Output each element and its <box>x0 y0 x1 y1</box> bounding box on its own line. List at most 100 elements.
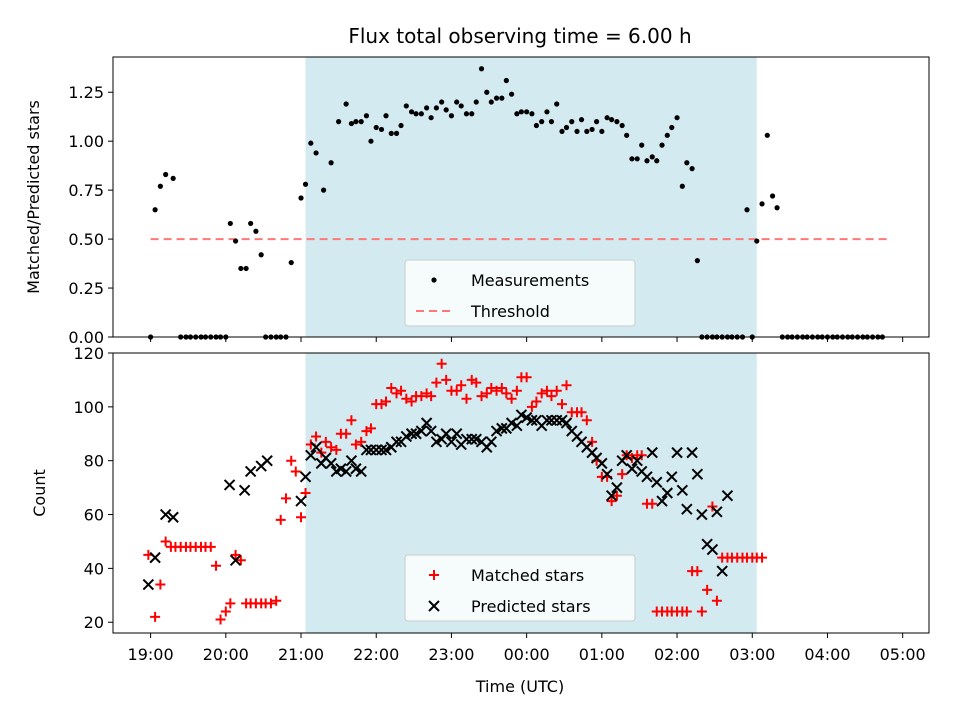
predicted-star-point <box>142 578 155 591</box>
legend-marker-dot <box>431 277 437 283</box>
predicted-star-point <box>466 433 478 445</box>
measurement-point <box>398 122 404 129</box>
predicted-star-point <box>340 465 352 478</box>
measurement-point <box>639 142 645 148</box>
top-x-ticks <box>150 337 904 342</box>
measurement-point <box>649 154 655 160</box>
measurement-point <box>634 156 640 162</box>
matched-star-point <box>501 388 512 399</box>
matched-star-point <box>230 549 241 560</box>
measurement-point <box>393 130 400 136</box>
predicted-star-point <box>415 425 428 437</box>
measurement-point <box>308 140 314 146</box>
matched-star-point <box>426 391 437 402</box>
predicted-star-point <box>691 468 704 480</box>
measurement-point <box>458 103 464 109</box>
predicted-star-point <box>626 463 638 475</box>
matched-star-point <box>225 598 236 609</box>
matched-star-point <box>356 436 367 447</box>
matched-star-point <box>431 377 442 388</box>
x-tick-label: 04:00 <box>804 645 850 664</box>
measurement-point <box>152 207 158 213</box>
measurement-point <box>599 128 605 135</box>
matched-star-point <box>331 444 342 455</box>
measurement-point <box>604 115 610 121</box>
measurement-point <box>524 109 530 115</box>
predicted-star-point <box>620 449 633 462</box>
matched-star-point <box>511 385 522 396</box>
top-y-ticks: 0.00 0.25 0.50 0.75 1.00 1.25 <box>68 83 113 347</box>
bottom-legend: Matched stars Predicted stars <box>404 554 636 622</box>
x-axis-label: Time (UTC) <box>475 677 564 696</box>
measurement-point <box>754 238 760 244</box>
measurement-point <box>454 99 460 105</box>
predicted-star-point <box>355 465 367 478</box>
predicted-star-point <box>295 495 307 507</box>
matched-star-point <box>456 380 467 391</box>
top-panel: 0.00 0.25 0.50 0.75 1.00 1.25 Matched/Predict… <box>24 56 930 347</box>
measurement-point <box>433 105 439 111</box>
measurement-point <box>418 111 424 117</box>
matched-star-point <box>461 393 472 404</box>
measurement-point <box>614 119 620 125</box>
measurement-point <box>584 128 590 135</box>
predicted-star-point <box>167 511 179 523</box>
matched-star-point <box>696 606 707 617</box>
matched-star-point <box>551 385 562 396</box>
top-plot-frame <box>112 56 930 338</box>
y-tick-label: 0.50 <box>68 230 104 249</box>
y-tick-label: 0.25 <box>68 279 104 298</box>
matched-star-point <box>396 385 407 396</box>
matched-star-point <box>711 595 722 606</box>
predicted-star-point <box>601 468 613 480</box>
x-tick-label: 03:00 <box>729 645 775 664</box>
predicted-star-point <box>661 487 673 499</box>
matched-star-point <box>341 428 352 439</box>
x-tick-label: 05:00 <box>880 645 926 664</box>
predicted-star-point <box>445 436 458 448</box>
measurement-point <box>609 117 615 123</box>
measurement-point <box>518 109 524 115</box>
predicted-star-point <box>360 444 373 456</box>
predicted-star-point <box>631 454 643 467</box>
measurement-point <box>424 105 430 111</box>
measurement-point <box>578 117 585 123</box>
matched-star-point <box>265 598 276 609</box>
bottom-y-axis-label: Count <box>30 469 49 517</box>
measurement-point <box>478 66 485 72</box>
measurement-point <box>654 158 660 164</box>
matched-star-point <box>150 611 161 622</box>
matched-star-point <box>381 396 392 407</box>
predicted-star-point <box>405 428 418 440</box>
matched-star-point <box>286 455 297 466</box>
predicted-star-point <box>646 446 658 459</box>
count-points <box>142 358 768 625</box>
measurement-point <box>373 124 379 131</box>
legend-box <box>404 554 636 622</box>
matched-star-point <box>215 614 226 625</box>
matched-star-point <box>235 555 246 566</box>
x-tick-label: 02:00 <box>654 645 700 664</box>
measurement-point <box>493 95 500 101</box>
predicted-star-point <box>325 457 337 470</box>
legend-label: Predicted stars <box>471 597 591 616</box>
matched-star-point <box>561 380 572 391</box>
bottom-panel: 20 40 60 80 100 120 19:00 20:00 21:00 22:00 23:00… <box>30 344 930 664</box>
matched-star-point <box>702 584 713 595</box>
measurement-point <box>619 122 625 129</box>
matched-star-point <box>541 385 552 396</box>
matched-star-point <box>546 391 557 402</box>
matched-star-point <box>757 552 768 563</box>
measurement-point <box>428 115 434 121</box>
y-tick-label: 1.25 <box>68 83 104 102</box>
measurement-point <box>679 183 685 189</box>
predicted-star-point <box>261 454 273 467</box>
matched-star-point <box>320 436 331 447</box>
measurement-point <box>383 113 389 119</box>
predicted-star-point <box>666 471 678 483</box>
measurement-point <box>508 91 515 97</box>
matched-star-point <box>271 595 282 606</box>
legend-label: Matched stars <box>471 566 584 585</box>
predicted-star-point <box>560 417 573 429</box>
matched-star-point <box>496 383 507 393</box>
